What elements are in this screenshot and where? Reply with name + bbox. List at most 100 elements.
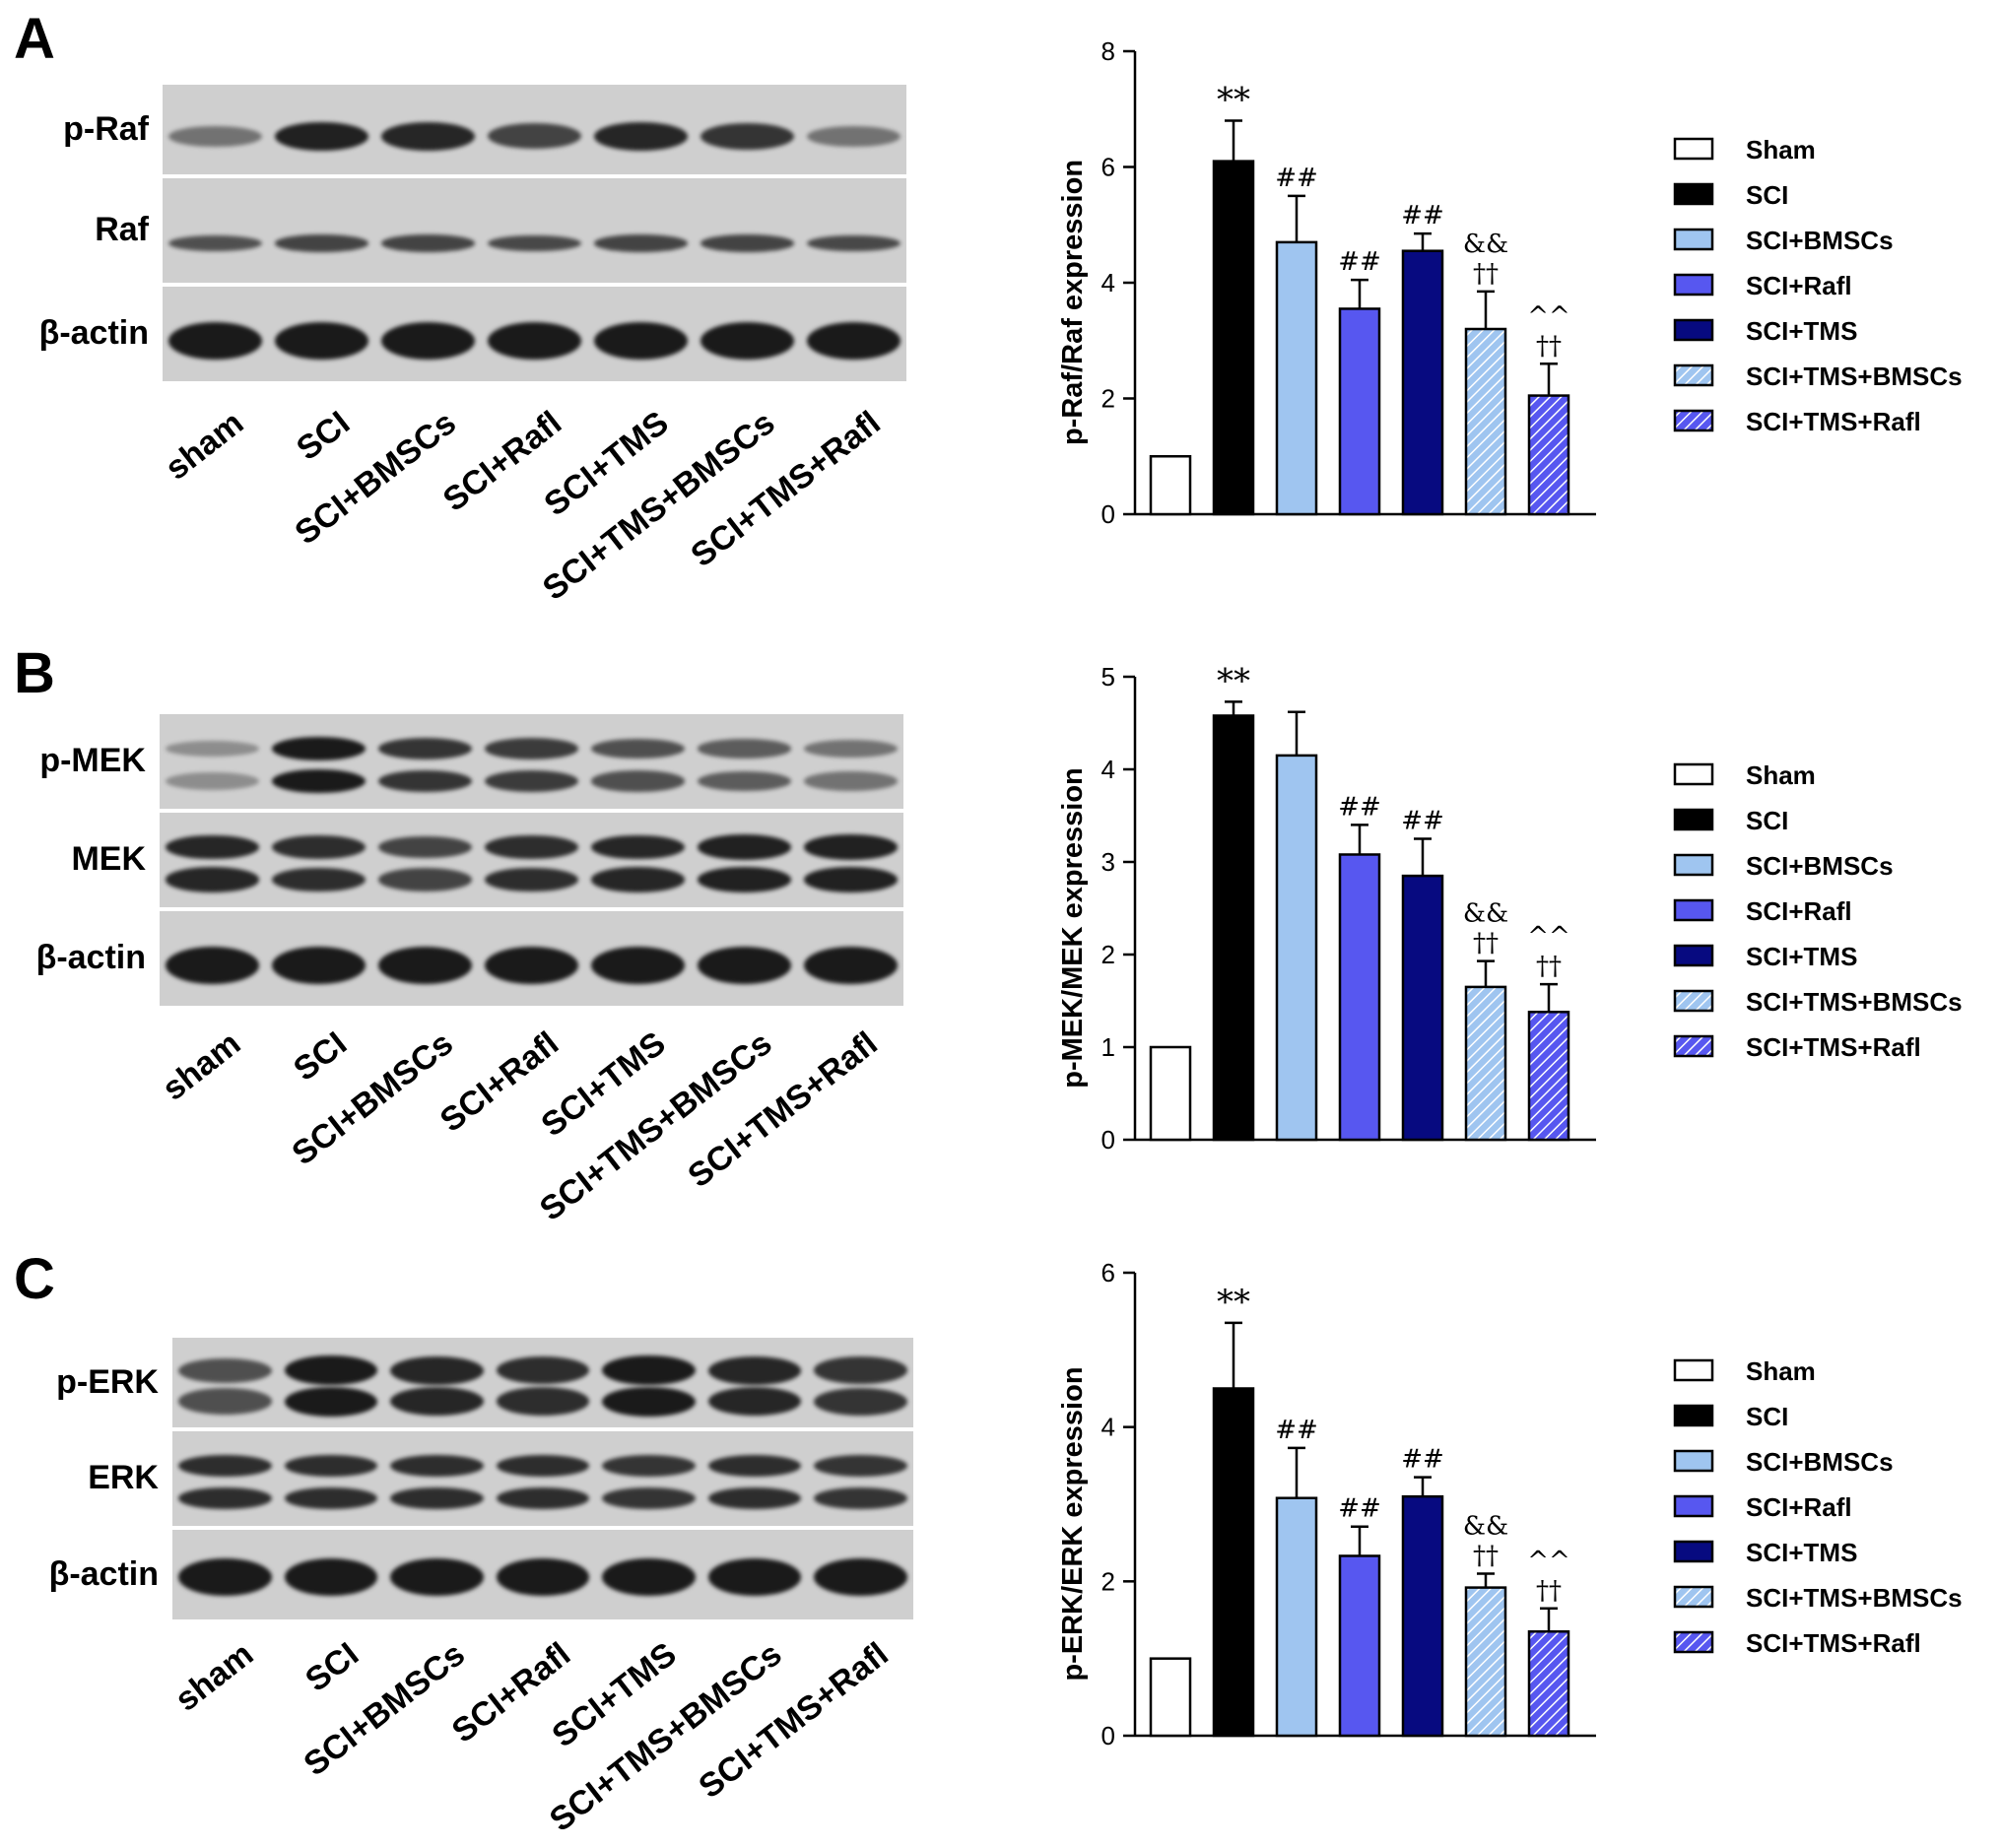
blot-band xyxy=(275,322,369,360)
significance-mark: ^^ xyxy=(1527,1547,1570,1576)
bar-sci-tms-rafl xyxy=(1527,1630,1570,1738)
significance-mark: †† xyxy=(1473,1542,1499,1571)
blot-band xyxy=(168,322,263,360)
lane-label: SCI+TMS+Rafl xyxy=(691,1635,896,1807)
y-tick-label: 4 xyxy=(1101,1413,1115,1442)
blot-band xyxy=(378,947,473,984)
blot-band xyxy=(697,947,791,984)
significance-mark: ## xyxy=(1275,1416,1318,1445)
legend-swatch xyxy=(1673,1494,1714,1518)
panel-letter-c: C xyxy=(14,1247,55,1311)
legend-label: Sham xyxy=(1746,135,1816,165)
blot-band xyxy=(378,769,473,793)
legend-label: SCI+BMSCs xyxy=(1746,226,1894,255)
legend-label: SCI+Rafl xyxy=(1746,896,1852,926)
blot-band xyxy=(284,1386,378,1417)
blot-band xyxy=(814,1486,907,1510)
blot-band xyxy=(602,1355,696,1386)
blot-band xyxy=(284,1454,378,1478)
blot-row-label: p-ERK xyxy=(56,1362,159,1401)
blot-strip-beta-actin xyxy=(163,287,906,381)
blot-strip-raf xyxy=(163,178,906,283)
blot-band xyxy=(381,322,476,360)
blot-band xyxy=(178,1486,272,1510)
blot-band xyxy=(485,947,578,984)
blot-row-label: p-Raf xyxy=(63,109,149,148)
blot-band xyxy=(700,234,794,252)
blot-band xyxy=(697,834,791,860)
legend-label: SCI+TMS+BMSCs xyxy=(1746,987,1963,1017)
bar-sham xyxy=(1149,455,1192,516)
blot-band xyxy=(700,322,794,360)
blot-band xyxy=(178,1454,272,1478)
blot-band xyxy=(803,740,898,758)
blot-strip-p-mek xyxy=(160,714,903,809)
blot-band xyxy=(178,1388,272,1415)
significance-mark: †† xyxy=(1536,1576,1562,1606)
bar-sham xyxy=(1149,1657,1192,1738)
blot-band xyxy=(390,1557,484,1596)
blot-band xyxy=(178,1557,272,1596)
significance-mark: ** xyxy=(1217,661,1250,700)
significance-mark: ## xyxy=(1401,201,1444,231)
lane-label: SCI+TMS+Rafl xyxy=(684,404,889,575)
y-tick-label: 3 xyxy=(1101,847,1115,877)
legend-swatch xyxy=(1673,1449,1714,1473)
blot-band xyxy=(390,1387,484,1417)
blot-band xyxy=(485,834,578,860)
blot-band xyxy=(378,868,473,891)
blot-band xyxy=(284,1486,378,1510)
y-tick-label: 6 xyxy=(1101,153,1115,182)
bar-sci-tms-bmscs xyxy=(1464,985,1507,1142)
y-axis-label: p-MEK/MEK expression xyxy=(1057,767,1089,1089)
blot-band xyxy=(602,1557,696,1596)
blot-band xyxy=(284,1557,378,1596)
y-tick-label: 6 xyxy=(1101,1258,1115,1287)
blot-band xyxy=(590,738,685,759)
y-tick-label: 4 xyxy=(1101,268,1115,297)
y-tick-label: 8 xyxy=(1101,36,1115,66)
blot-band xyxy=(806,125,900,147)
blot-band xyxy=(707,1486,802,1510)
legend-swatch xyxy=(1673,1404,1714,1427)
bar-sci-rafl xyxy=(1338,1554,1381,1738)
blot-row-label: Raf xyxy=(95,211,149,248)
blot-band xyxy=(166,834,260,860)
blot-band xyxy=(593,121,688,151)
blot-strip-mek xyxy=(160,813,903,907)
bar-sci xyxy=(1212,160,1255,516)
blot-strip-beta-actin xyxy=(172,1530,913,1619)
significance-mark: && xyxy=(1463,230,1508,259)
blot-band xyxy=(806,234,900,252)
blot-band xyxy=(814,1454,907,1478)
blot-band xyxy=(166,947,260,984)
y-tick-label: 0 xyxy=(1101,1721,1115,1750)
blot-row-label: β-actin xyxy=(38,314,149,352)
blot-band xyxy=(488,123,581,150)
significance-mark: †† xyxy=(1536,331,1562,361)
lane-label: sham xyxy=(155,1024,248,1108)
blot-band xyxy=(390,1355,484,1385)
y-axis-label: p-Raf/Raf expression xyxy=(1057,160,1089,445)
bar-sci-tms xyxy=(1401,1494,1444,1738)
blot-band xyxy=(590,770,685,792)
blot-band xyxy=(593,322,688,360)
bar-sci-bmscs xyxy=(1275,754,1318,1142)
legend-label: SCI+TMS+Rafl xyxy=(1746,407,1921,436)
blot-band xyxy=(166,867,260,892)
blot-band xyxy=(814,1356,907,1385)
legend-label: SCI+TMS xyxy=(1746,316,1857,346)
legend-label: SCI+BMSCs xyxy=(1746,1447,1894,1477)
y-tick-label: 1 xyxy=(1101,1032,1115,1062)
blot-band xyxy=(381,234,476,252)
blot-band xyxy=(700,122,794,150)
significance-mark: ^^ xyxy=(1527,301,1570,331)
legend-swatch xyxy=(1673,898,1714,922)
legend-swatch xyxy=(1673,137,1714,161)
significance-mark: && xyxy=(1463,899,1508,929)
blot-band xyxy=(602,1486,696,1510)
significance-mark: ^^ xyxy=(1527,922,1570,952)
lane-label: SCI xyxy=(299,1635,367,1699)
blot-row-label: ERK xyxy=(88,1459,159,1496)
